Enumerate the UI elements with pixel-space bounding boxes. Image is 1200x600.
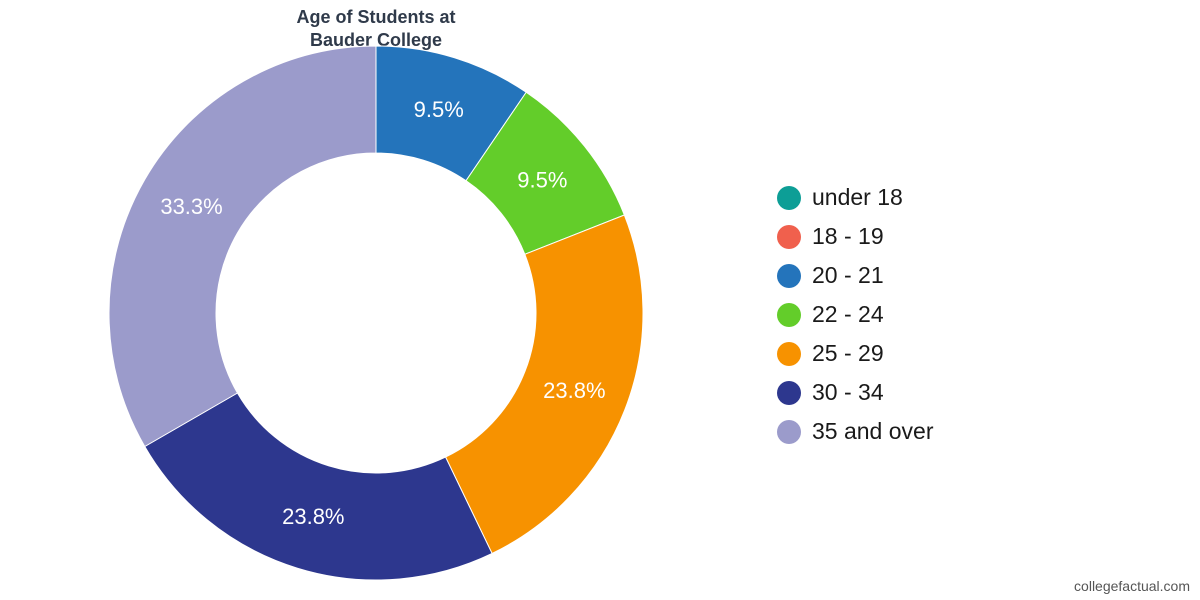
legend-item[interactable]: 35 and over [777,412,933,451]
legend-item[interactable]: under 18 [777,178,933,217]
legend-swatch [777,224,801,249]
legend-item[interactable]: 18 - 19 [777,217,933,256]
legend-label: 30 - 34 [812,379,884,405]
legend-swatch [777,185,801,210]
slice-25-29[interactable] [444,214,644,555]
slice-label: 9.5% [414,97,464,122]
legend-label: 20 - 21 [812,262,884,288]
slice-label: 23.8% [282,504,344,529]
chart-legend: under 18 18 - 19 20 - 21 22 - 24 25 - 29 30 -… [777,178,933,451]
slice-label: 23.8% [543,378,605,403]
legend-label: 22 - 24 [812,301,884,327]
legend-swatch [777,263,801,288]
source-credit: collegefactual.com [1074,578,1190,594]
chart-title: Age of Students at Bauder College [156,6,596,52]
legend-swatch [777,302,801,327]
legend-swatch [777,341,801,366]
chart-title-line-2: Bauder College [309,30,443,50]
legend-swatch [777,380,801,405]
legend-label: 35 and over [812,418,934,444]
legend-label: 18 - 19 [812,223,884,249]
legend-label: 25 - 29 [812,340,884,366]
slice-30-34[interactable] [144,392,493,581]
slice-label: 9.5% [517,167,567,192]
legend-label: under 18 [812,184,903,210]
slice-label: 33.3% [160,194,222,219]
legend-item[interactable]: 20 - 21 [777,256,933,295]
legend-item[interactable]: 22 - 24 [777,295,933,334]
legend-item[interactable]: 30 - 34 [777,373,933,412]
legend-swatch [777,419,801,444]
legend-item[interactable]: 25 - 29 [777,334,933,373]
slice-35-and-over[interactable] [108,45,377,448]
chart-title-line-1: Age of Students at [296,7,456,27]
